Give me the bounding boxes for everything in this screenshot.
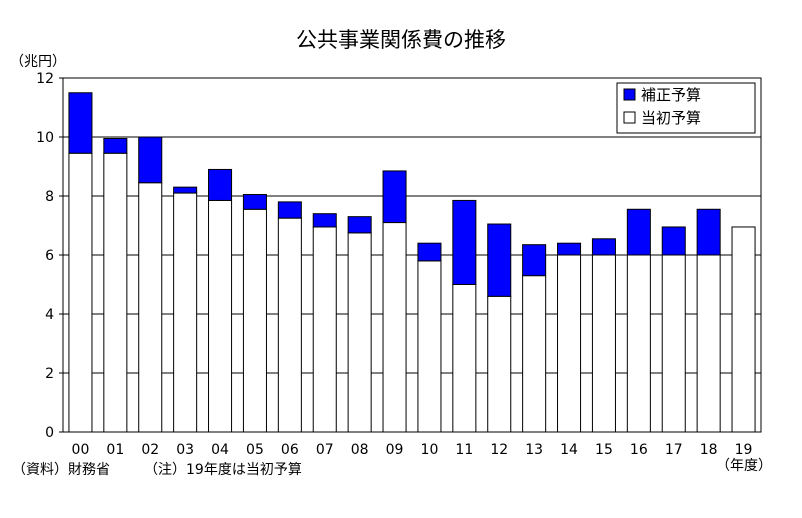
y-tick-label: 10	[36, 130, 54, 146]
x-tick-label: 08	[351, 442, 369, 458]
bar-initial-04	[208, 199, 233, 433]
x-axis: 00 01 02 03 04 05 06 07 08 09 10 11 12 13 14 15 16 17 18 19	[72, 442, 753, 458]
bar-supplementary-07	[312, 213, 337, 228]
x-tick-label: 03	[176, 442, 194, 458]
bar-initial-01	[103, 152, 128, 433]
bar-supplementary-04	[208, 168, 233, 201]
legend-box	[616, 82, 756, 134]
bar-supplementary-12	[487, 223, 512, 297]
legend-swatch-initial	[623, 111, 636, 124]
x-tick-label: 05	[246, 442, 264, 458]
x-tick-label: 13	[525, 442, 543, 458]
chart-title: 公共事業関係費の推移	[296, 28, 506, 52]
bar-initial-03	[173, 192, 198, 433]
bar-initial-14	[557, 254, 582, 433]
legend-swatch-supplementary	[623, 88, 636, 101]
x-axis-label: （年度）	[716, 458, 772, 474]
x-tick-label: 15	[595, 442, 613, 458]
x-tick-label: 09	[386, 442, 404, 458]
bars	[68, 92, 756, 433]
x-tick-label: 17	[665, 442, 683, 458]
x-tick-label: 18	[700, 442, 718, 458]
bar-initial-05	[242, 208, 267, 433]
bar-initial-09	[382, 222, 407, 433]
bar-supplementary-03	[173, 186, 198, 194]
x-tick-label: 07	[316, 442, 334, 458]
bar-supplementary-06	[277, 201, 302, 219]
bar-initial-07	[312, 226, 337, 433]
y-tick-label: 12	[36, 71, 54, 87]
bar-initial-08	[347, 232, 372, 433]
bar-supplementary-13	[522, 244, 547, 277]
bar-supplementary-17	[661, 226, 686, 256]
bar-initial-13	[522, 275, 547, 433]
y-tick-label: 4	[45, 307, 54, 323]
x-tick-label: 00	[72, 442, 90, 458]
y-tick-label: 2	[45, 366, 54, 382]
y-axis-label: （兆円）	[10, 54, 66, 70]
x-tick-label: 14	[560, 442, 578, 458]
bar-initial-19	[731, 226, 756, 433]
bar-initial-11	[452, 284, 477, 433]
x-tick-label: 01	[106, 442, 124, 458]
bar-supplementary-16	[626, 208, 651, 256]
bar-supplementary-02	[138, 136, 163, 184]
bar-supplementary-00	[68, 92, 93, 154]
bar-initial-17	[661, 254, 686, 433]
bar-supplementary-01	[103, 137, 128, 154]
y-axis: 0 2 4 6 8 10 12	[36, 71, 63, 441]
x-tick-label: 19	[735, 442, 753, 458]
bar-supplementary-09	[382, 170, 407, 224]
legend-label-initial: 当初予算	[641, 109, 701, 127]
x-tick-label: 11	[455, 442, 473, 458]
bar-supplementary-11	[452, 199, 477, 285]
bar-supplementary-15	[591, 238, 616, 256]
bar-supplementary-10	[417, 242, 442, 262]
x-tick-label: 02	[141, 442, 159, 458]
y-tick-label: 6	[45, 248, 54, 264]
source-note: （資料）財務省	[12, 462, 110, 478]
bar-initial-12	[487, 295, 512, 433]
y-tick-label: 8	[45, 189, 54, 205]
bar-supplementary-08	[347, 216, 372, 234]
x-tick-label: 10	[421, 442, 439, 458]
grid-lines	[63, 136, 761, 374]
bar-supplementary-18	[696, 208, 721, 256]
x-tick-label: 04	[211, 442, 229, 458]
bar-initial-00	[68, 152, 93, 433]
legend: 補正予算 当初予算	[616, 82, 756, 134]
bar-initial-06	[277, 217, 302, 433]
bar-supplementary-05	[242, 194, 267, 210]
x-tick-label: 16	[630, 442, 648, 458]
bar-initial-10	[417, 260, 442, 433]
bar-initial-16	[626, 254, 651, 433]
x-tick-label: 06	[281, 442, 299, 458]
y-tick-label: 0	[45, 425, 54, 441]
remark-note: （注）19年度は当初予算	[144, 461, 302, 478]
bar-supplementary-14	[557, 242, 582, 256]
bar-initial-18	[696, 254, 721, 433]
bar-initial-15	[591, 254, 616, 433]
bar-initial-02	[138, 182, 163, 433]
x-tick-label: 12	[490, 442, 508, 458]
legend-label-supplementary: 補正予算	[641, 86, 701, 104]
